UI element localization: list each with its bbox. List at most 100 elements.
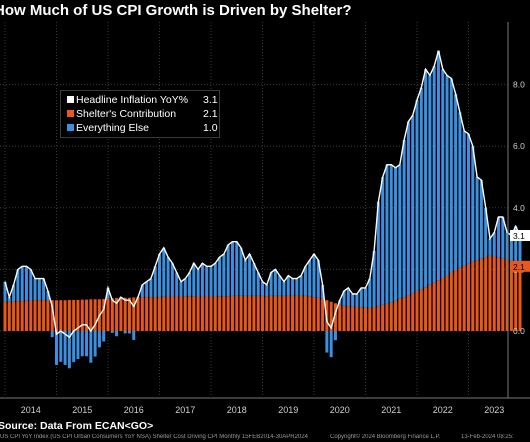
bar-shelter [33,300,37,331]
bar-everything-else [24,266,28,301]
bar-shelter [329,301,333,331]
bar-everything-else [458,112,462,268]
legend-label-shelter: Shelter's Contribution [76,108,177,120]
bar-shelter [419,289,423,331]
bar-everything-else [303,266,307,296]
bar-shelter [458,267,462,331]
x-tick-label: 2017 [175,405,195,415]
bar-shelter [454,270,458,331]
bar-everything-else [355,294,359,307]
bar-shelter [222,296,226,331]
legend-swatch-everything-else [67,124,74,131]
bar-shelter [282,295,286,331]
bar-shelter [351,306,355,331]
bar-everything-else [282,281,286,296]
bar-everything-else [93,331,97,357]
bar-everything-else [402,140,406,298]
bar-shelter [7,301,11,331]
bar-everything-else [338,300,342,305]
x-tick-label: 2015 [72,405,92,415]
x-tick-label: 2022 [433,405,453,415]
bar-shelter [256,295,260,331]
legend-value-headline: 3.1 [203,94,218,106]
bar-everything-else [415,100,419,291]
bar-shelter [123,297,127,331]
bar-everything-else [226,244,230,297]
bar-everything-else [127,331,131,334]
bar-shelter [509,260,513,331]
bar-everything-else [449,78,453,273]
bar-everything-else [398,164,402,299]
bar-everything-else [42,278,46,301]
bar-shelter [505,259,509,331]
bar-everything-else [381,177,385,305]
bar-shelter [209,296,213,331]
x-tick-label: 2023 [484,405,504,415]
bar-everything-else [346,287,350,307]
bar-shelter [12,301,16,331]
bar-shelter [411,293,415,331]
bar-shelter [385,303,389,331]
bar-everything-else [441,69,445,279]
bar-everything-else [261,281,264,296]
bar-shelter [239,295,243,331]
bar-everything-else [158,254,161,298]
line-series [4,50,521,339]
last-value-shelter-tag [510,260,530,272]
bar-shelter [200,296,204,331]
bar-everything-else [72,331,76,363]
bar-shelter [355,306,359,331]
bar-everything-else [115,331,119,337]
bar-shelter [273,295,277,331]
bar-shelter [424,287,428,331]
bar-everything-else [428,75,432,285]
bar-shelter [364,307,367,331]
bar-everything-else [145,281,149,298]
bar-everything-else [329,331,333,358]
bar-shelter [321,298,325,331]
gridlines [0,22,508,395]
bar-everything-else [505,232,509,260]
bar-shelter [188,296,192,331]
bar-shelter [179,296,183,331]
x-tick-label: 2016 [124,405,144,415]
bar-everything-else [76,331,80,360]
bar-everything-else [269,272,273,296]
bar-shelter [368,307,372,331]
bar-shelter [243,295,247,331]
bar-shelter [488,255,492,331]
bar-everything-else [424,69,428,288]
bar-shelter [467,263,470,331]
bar-everything-else [29,269,33,301]
bar-everything-else [265,284,269,297]
bar-everything-else [192,263,196,297]
bar-shelter [492,256,496,331]
last-value-shelter-label: 2.1 [513,262,525,272]
bar-shelter [278,295,282,331]
bar-shelter [183,296,187,331]
bar-shelter [299,295,303,331]
bar-shelter [29,300,33,331]
bar-everything-else [436,50,440,281]
bar-shelter [196,296,200,331]
bar-everything-else [50,331,54,338]
bar-shelter [158,297,161,331]
bar-shelter [359,307,363,331]
bar-everything-else [385,164,389,304]
bar-shelter [20,301,24,331]
bar-everything-else [243,260,247,296]
bar-shelter [372,306,376,331]
bar-everything-else [518,235,522,267]
bar-shelter [518,266,522,331]
bar-everything-else [222,254,226,297]
bar-shelter [110,298,114,331]
bar-everything-else [37,278,41,301]
bar-shelter [303,295,307,331]
bar-shelter [218,296,222,331]
bar-everything-else [312,254,316,298]
bar-everything-else [316,260,320,298]
legend-label-everything-else: Everything Else [76,122,149,134]
axes: 0.02.04.06.08.02014201520162017201820192… [0,22,530,415]
bar-shelter [170,296,174,331]
bar-everything-else [209,266,213,297]
